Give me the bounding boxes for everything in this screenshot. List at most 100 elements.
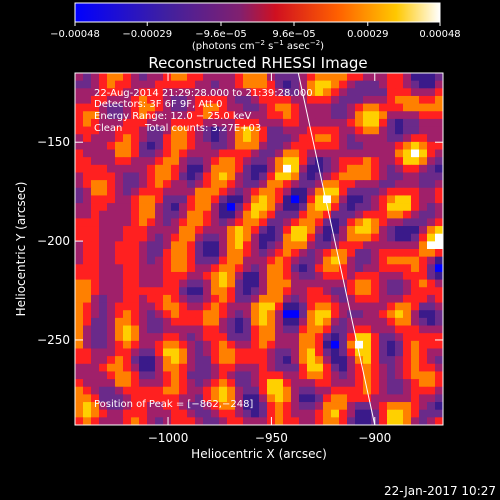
heatmap-cell [187,348,196,357]
heatmap-cell [267,386,276,395]
heatmap-cell [139,325,148,334]
heatmap-cell [307,80,316,89]
heatmap-cell [427,271,436,281]
heatmap-cell [107,356,116,365]
heatmap-cell [251,317,260,326]
heatmap-cell [243,103,252,112]
heatmap-cell [355,363,364,372]
heatmap-cell [75,363,84,372]
heatmap-cell [355,218,364,227]
heatmap-cell [435,80,443,89]
heatmap-cell [435,126,443,135]
heatmap-cell [195,111,204,120]
heatmap-cell [275,149,284,158]
heatmap-cell [411,149,420,158]
heatmap-cell [203,294,212,303]
heatmap-cell [387,73,396,82]
heatmap-cell [75,80,84,89]
heatmap-cell [139,210,148,219]
heatmap-cell [299,271,308,281]
heatmap-cell [371,386,380,395]
heatmap-cell [363,302,372,311]
heatmap-cell [91,363,100,372]
heatmap-cell [227,95,236,105]
heatmap-cell [331,172,340,181]
heatmap-cell [83,126,92,135]
heatmap-cell [243,172,252,181]
heatmap-cell [123,333,132,342]
heatmap-cell [363,417,372,425]
heatmap-cell [403,363,412,372]
heatmap-cell [267,226,276,235]
heatmap-cell [291,386,300,395]
heatmap-cell [419,271,428,281]
heatmap-cell [323,73,332,82]
heatmap-cell [107,157,116,166]
heatmap-cell [371,233,380,242]
heatmap-cell [387,88,396,97]
heatmap-cell [299,164,308,173]
heatmap-cell [251,409,260,418]
heatmap-cell [275,340,284,349]
heatmap-cell [251,256,260,265]
heatmap-cell [75,187,84,196]
heatmap-cell [251,241,260,250]
heatmap-cell [403,157,412,166]
heatmap-cell [403,371,412,380]
heatmap-cell [99,164,108,173]
heatmap-cell [75,417,84,425]
heatmap-cell [131,325,140,334]
heatmap-cell [435,287,443,296]
heatmap-cell [387,187,396,196]
heatmap-cell [211,195,220,204]
heatmap-cell [179,210,188,219]
heatmap-cell [347,287,356,296]
heatmap-cell [211,371,220,380]
heatmap-cell [419,256,428,265]
heatmap-cell [323,386,332,395]
heatmap-cell [123,195,132,204]
heatmap-cell [187,210,196,219]
heatmap-cell [307,394,316,403]
heatmap-cell [243,302,252,311]
heatmap-cell [323,256,332,265]
heatmap-cell [427,302,436,311]
heatmap-cell [243,141,252,150]
heatmap-cell [411,172,420,181]
heatmap-cell [315,103,324,112]
heatmap-cell [171,371,180,380]
heatmap-cell [315,271,324,281]
heatmap-cell [147,157,156,166]
heatmap-cell [291,141,300,150]
heatmap-cell [171,149,180,158]
heatmap-cell [195,203,204,212]
heatmap-cell [267,218,276,227]
heatmap-cell [163,310,172,319]
heatmap-cell [139,157,148,166]
heatmap-cell [235,164,244,173]
heatmap-cell [363,88,372,97]
heatmap-cell [147,118,156,127]
heatmap-cell [363,103,372,112]
heatmap-cell [395,80,404,89]
heatmap-cell [355,203,364,212]
heatmap-cell [275,356,284,365]
heatmap-cell [219,95,228,105]
colorbar-unit: (photons cm−2 s−1 asec−2) [192,39,324,52]
heatmap-cell [299,126,308,135]
heatmap-cell [91,203,100,212]
heatmap-cell [115,134,124,143]
heatmap-cell [243,294,252,303]
heatmap-cell [203,195,212,204]
heatmap-cell [411,203,420,212]
heatmap-cell [251,111,260,120]
heatmap-cell [435,157,443,166]
heatmap-cell [379,203,388,212]
heatmap-cell [195,180,204,189]
heatmap-cell [75,379,84,388]
heatmap-cell [163,371,172,380]
heatmap-cell [267,249,276,258]
heatmap-cell [275,271,284,281]
heatmap-cell [203,203,212,212]
heatmap-cell [411,394,420,403]
